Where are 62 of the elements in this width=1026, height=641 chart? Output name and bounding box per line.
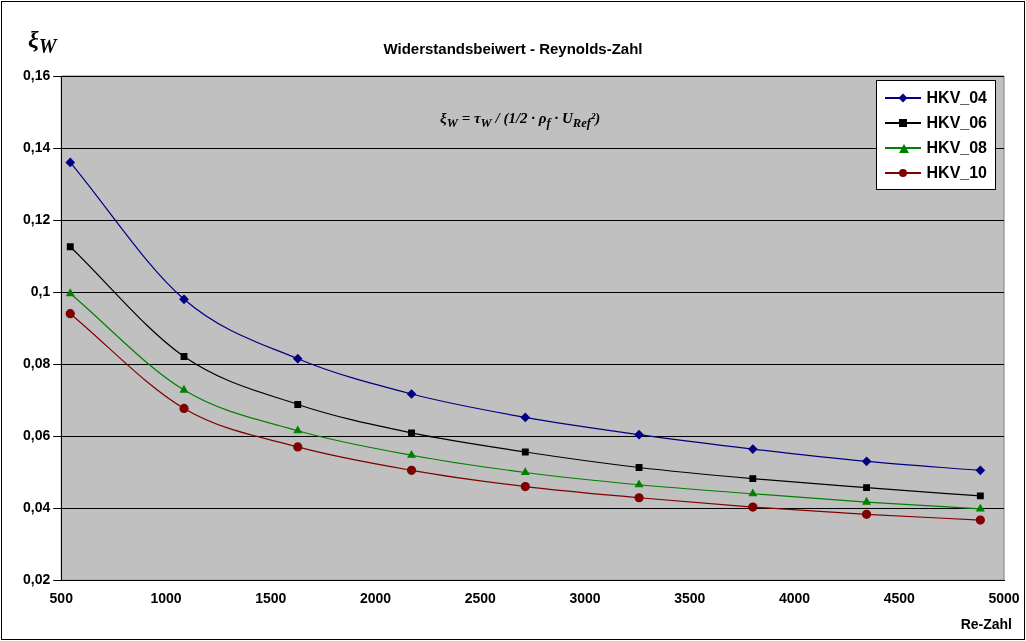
point — [861, 509, 872, 519]
point — [975, 465, 985, 475]
point — [521, 448, 529, 456]
point — [179, 403, 189, 414]
point — [293, 354, 303, 364]
point — [748, 444, 758, 454]
chart-title: Widerstandsbeiwert - Reynolds-Zahl — [383, 40, 643, 57]
legend-label: HKV_08 — [926, 138, 987, 157]
point — [293, 442, 303, 452]
point — [294, 401, 302, 408]
point — [748, 502, 758, 512]
point — [635, 464, 643, 471]
x-tick-label: 1000 — [150, 590, 182, 607]
point — [520, 481, 530, 492]
x-tick-label: 1500 — [255, 590, 287, 607]
point — [66, 243, 74, 251]
point — [65, 309, 75, 319]
point — [407, 450, 416, 458]
point — [293, 426, 302, 434]
point — [749, 475, 757, 483]
x-axis-title: Re-Zahl — [960, 616, 1012, 632]
point — [521, 467, 530, 476]
legend-label: HKV_06 — [926, 113, 987, 132]
y-axis-title: ξ$_{W}$ — [28, 26, 57, 58]
y-tick-label: 0,16 — [23, 66, 51, 83]
y-tick-label: 0,14 — [23, 138, 51, 155]
point — [634, 493, 644, 503]
point — [863, 484, 870, 492]
point — [180, 353, 188, 360]
point — [179, 385, 189, 393]
point — [861, 456, 872, 466]
point — [66, 288, 75, 297]
point — [179, 294, 189, 304]
point — [976, 492, 984, 500]
y-tick-label: 0,06 — [23, 427, 51, 443]
legend-label: HKV_04 — [926, 88, 987, 107]
point — [976, 504, 985, 512]
y-tick-label: 0,04 — [23, 499, 51, 516]
point — [975, 515, 985, 525]
y-tick-label: 0,1 — [30, 282, 51, 299]
point — [65, 157, 75, 168]
point — [634, 430, 644, 440]
x-tick-label: 2000 — [359, 590, 392, 607]
x-tick-label: 3000 — [569, 590, 601, 607]
point — [406, 465, 417, 475]
legend-label: HKV_10 — [926, 163, 987, 182]
point — [634, 480, 644, 488]
point — [520, 412, 530, 423]
y-tick-label: 0,08 — [23, 354, 51, 371]
x-tick-label: 3500 — [674, 590, 706, 607]
point — [408, 429, 415, 437]
y-tick-label: 0,12 — [23, 210, 51, 227]
text: ξ$_{W}$ = τ$_{W}$ / (1/2 · ρ$_{f}$ · U$_{Ref}$²) — [440, 110, 601, 130]
point — [406, 389, 417, 399]
x-tick-label: 4500 — [883, 590, 916, 607]
x-tick-label: 500 — [49, 590, 74, 607]
point — [748, 489, 757, 497]
y-tick-label: 0,02 — [23, 571, 51, 588]
point — [862, 497, 871, 505]
x-tick-label: 5000 — [988, 590, 1020, 607]
x-tick-label: 2500 — [464, 590, 497, 607]
x-tick-label: 4000 — [778, 590, 811, 607]
